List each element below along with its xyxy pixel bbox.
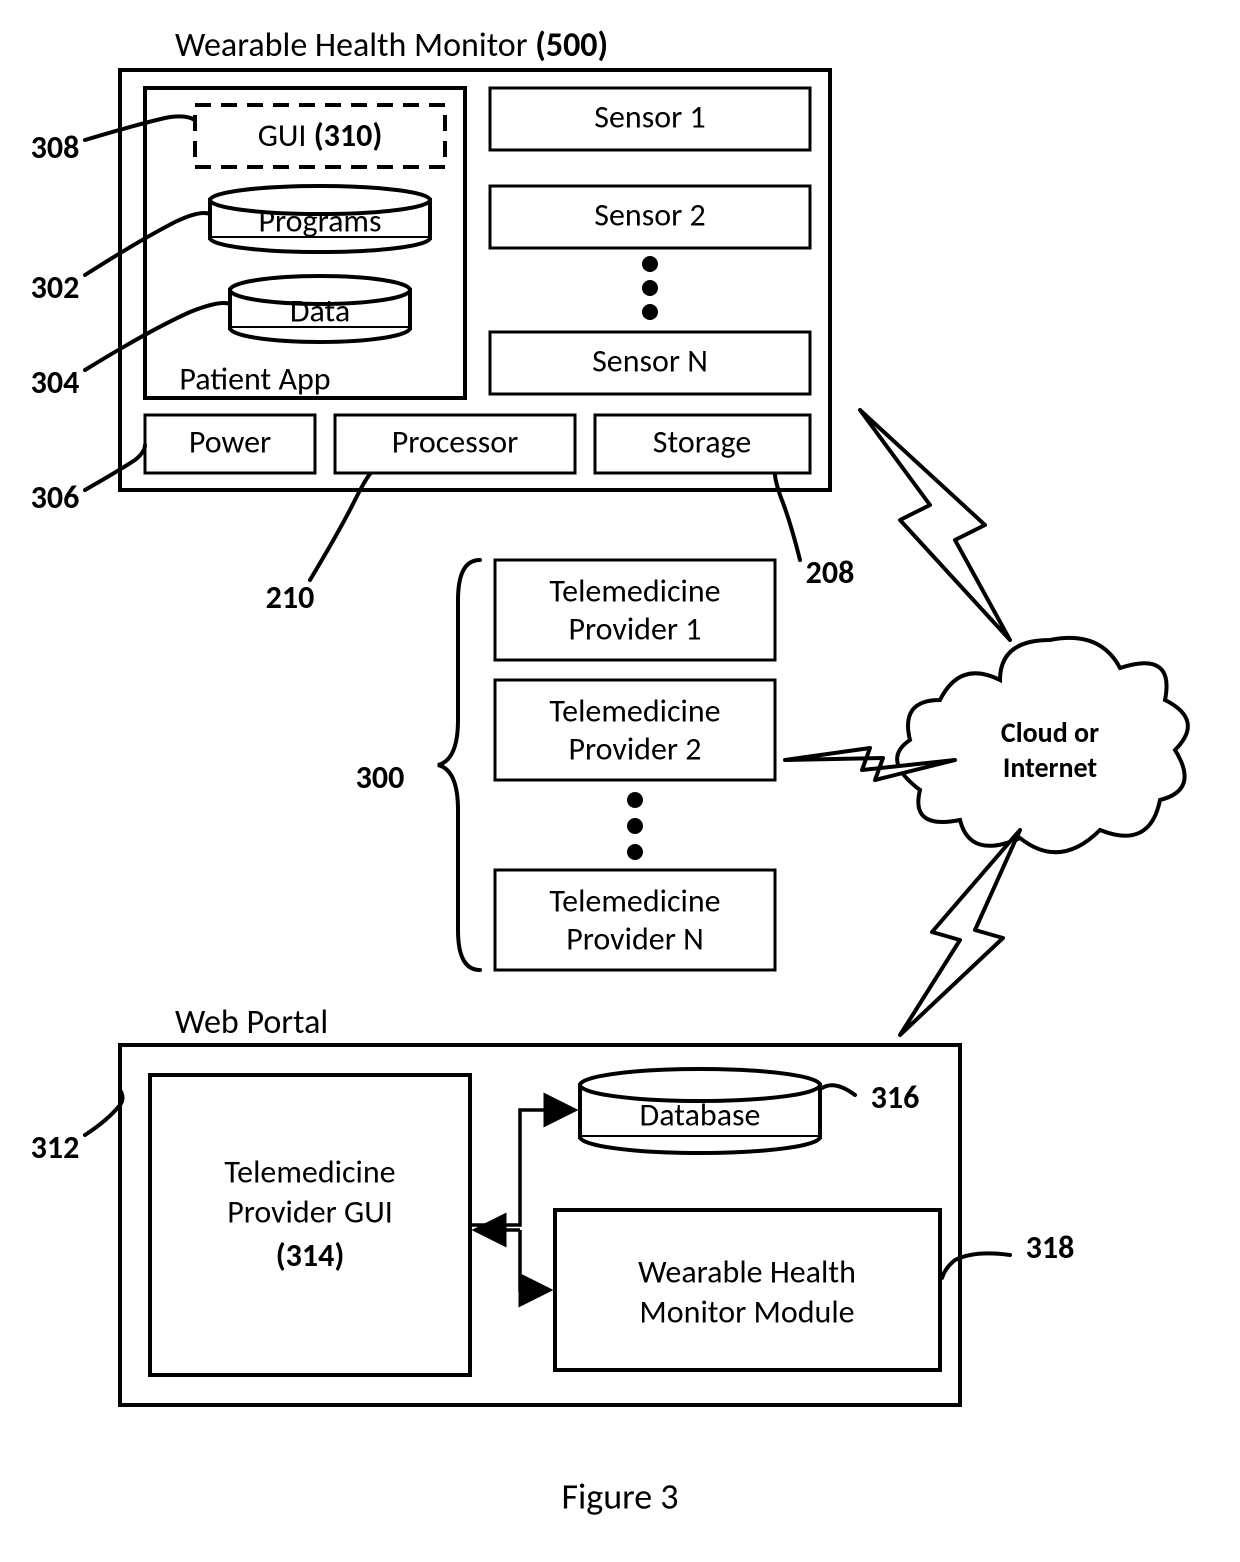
provider-2-line2: Provider 2	[568, 730, 701, 769]
gui-label: GUI (310)	[258, 116, 383, 155]
provider-1-line1: Telemedicine	[549, 572, 720, 611]
provider-ellipsis	[627, 792, 643, 860]
sensor-ellipsis	[642, 256, 658, 320]
bolt-wearable-cloud	[860, 410, 1010, 640]
brace-300	[438, 560, 480, 970]
ref-316: 316	[871, 1078, 920, 1117]
data-label: Data	[290, 292, 350, 331]
ref-302: 302	[31, 268, 80, 307]
sensor-n-label: Sensor N	[592, 342, 708, 381]
patient-app-label: Patient App	[179, 360, 330, 399]
cloud-line1: Cloud or	[1001, 715, 1099, 750]
programs-label: Programs	[258, 202, 381, 241]
ref-306: 306	[31, 478, 80, 517]
ref-318: 318	[1026, 1228, 1075, 1267]
lead-312	[85, 1090, 123, 1135]
ref-304: 304	[31, 363, 80, 402]
ref-308: 308	[31, 128, 80, 167]
patent-diagram: Wearable Health Monitor (500) Patient Ap…	[0, 0, 1240, 1557]
database-label: Database	[640, 1096, 761, 1135]
sensor-1-label: Sensor 1	[594, 98, 705, 137]
cloud-line2: Internet	[1003, 750, 1098, 785]
cloud: Cloud or Internet	[897, 638, 1188, 852]
wearable-title: Wearable Health Monitor (500)	[175, 25, 608, 66]
provider-1-line2: Provider 1	[568, 610, 701, 649]
ref-300: 300	[356, 758, 405, 797]
portal-gui-line1: Telemedicine	[224, 1153, 395, 1192]
ref-208: 208	[806, 553, 855, 592]
portal-gui-ref: (314)	[276, 1236, 345, 1275]
data-db: Data	[230, 276, 410, 342]
sensor-2-label: Sensor 2	[594, 196, 705, 235]
figure-caption: Figure 3	[561, 1475, 678, 1519]
processor-label: Processor	[392, 423, 519, 462]
programs-db: Programs	[210, 186, 430, 252]
provider-n-line1: Telemedicine	[549, 882, 720, 921]
ref-312: 312	[31, 1128, 80, 1167]
power-label: Power	[189, 423, 271, 462]
portal-title: Web Portal	[175, 1002, 328, 1043]
module-line2: Monitor Module	[639, 1293, 854, 1332]
ref-210: 210	[266, 578, 315, 617]
database-cyl: Database	[580, 1069, 820, 1153]
provider-2-line1: Telemedicine	[549, 692, 720, 731]
provider-n-line2: Provider N	[566, 920, 703, 959]
portal-gui-line2: Provider GUI	[227, 1193, 393, 1232]
bolt-portal-cloud	[900, 830, 1020, 1035]
storage-label: Storage	[653, 423, 752, 462]
module-line1: Wearable Health	[638, 1253, 856, 1292]
